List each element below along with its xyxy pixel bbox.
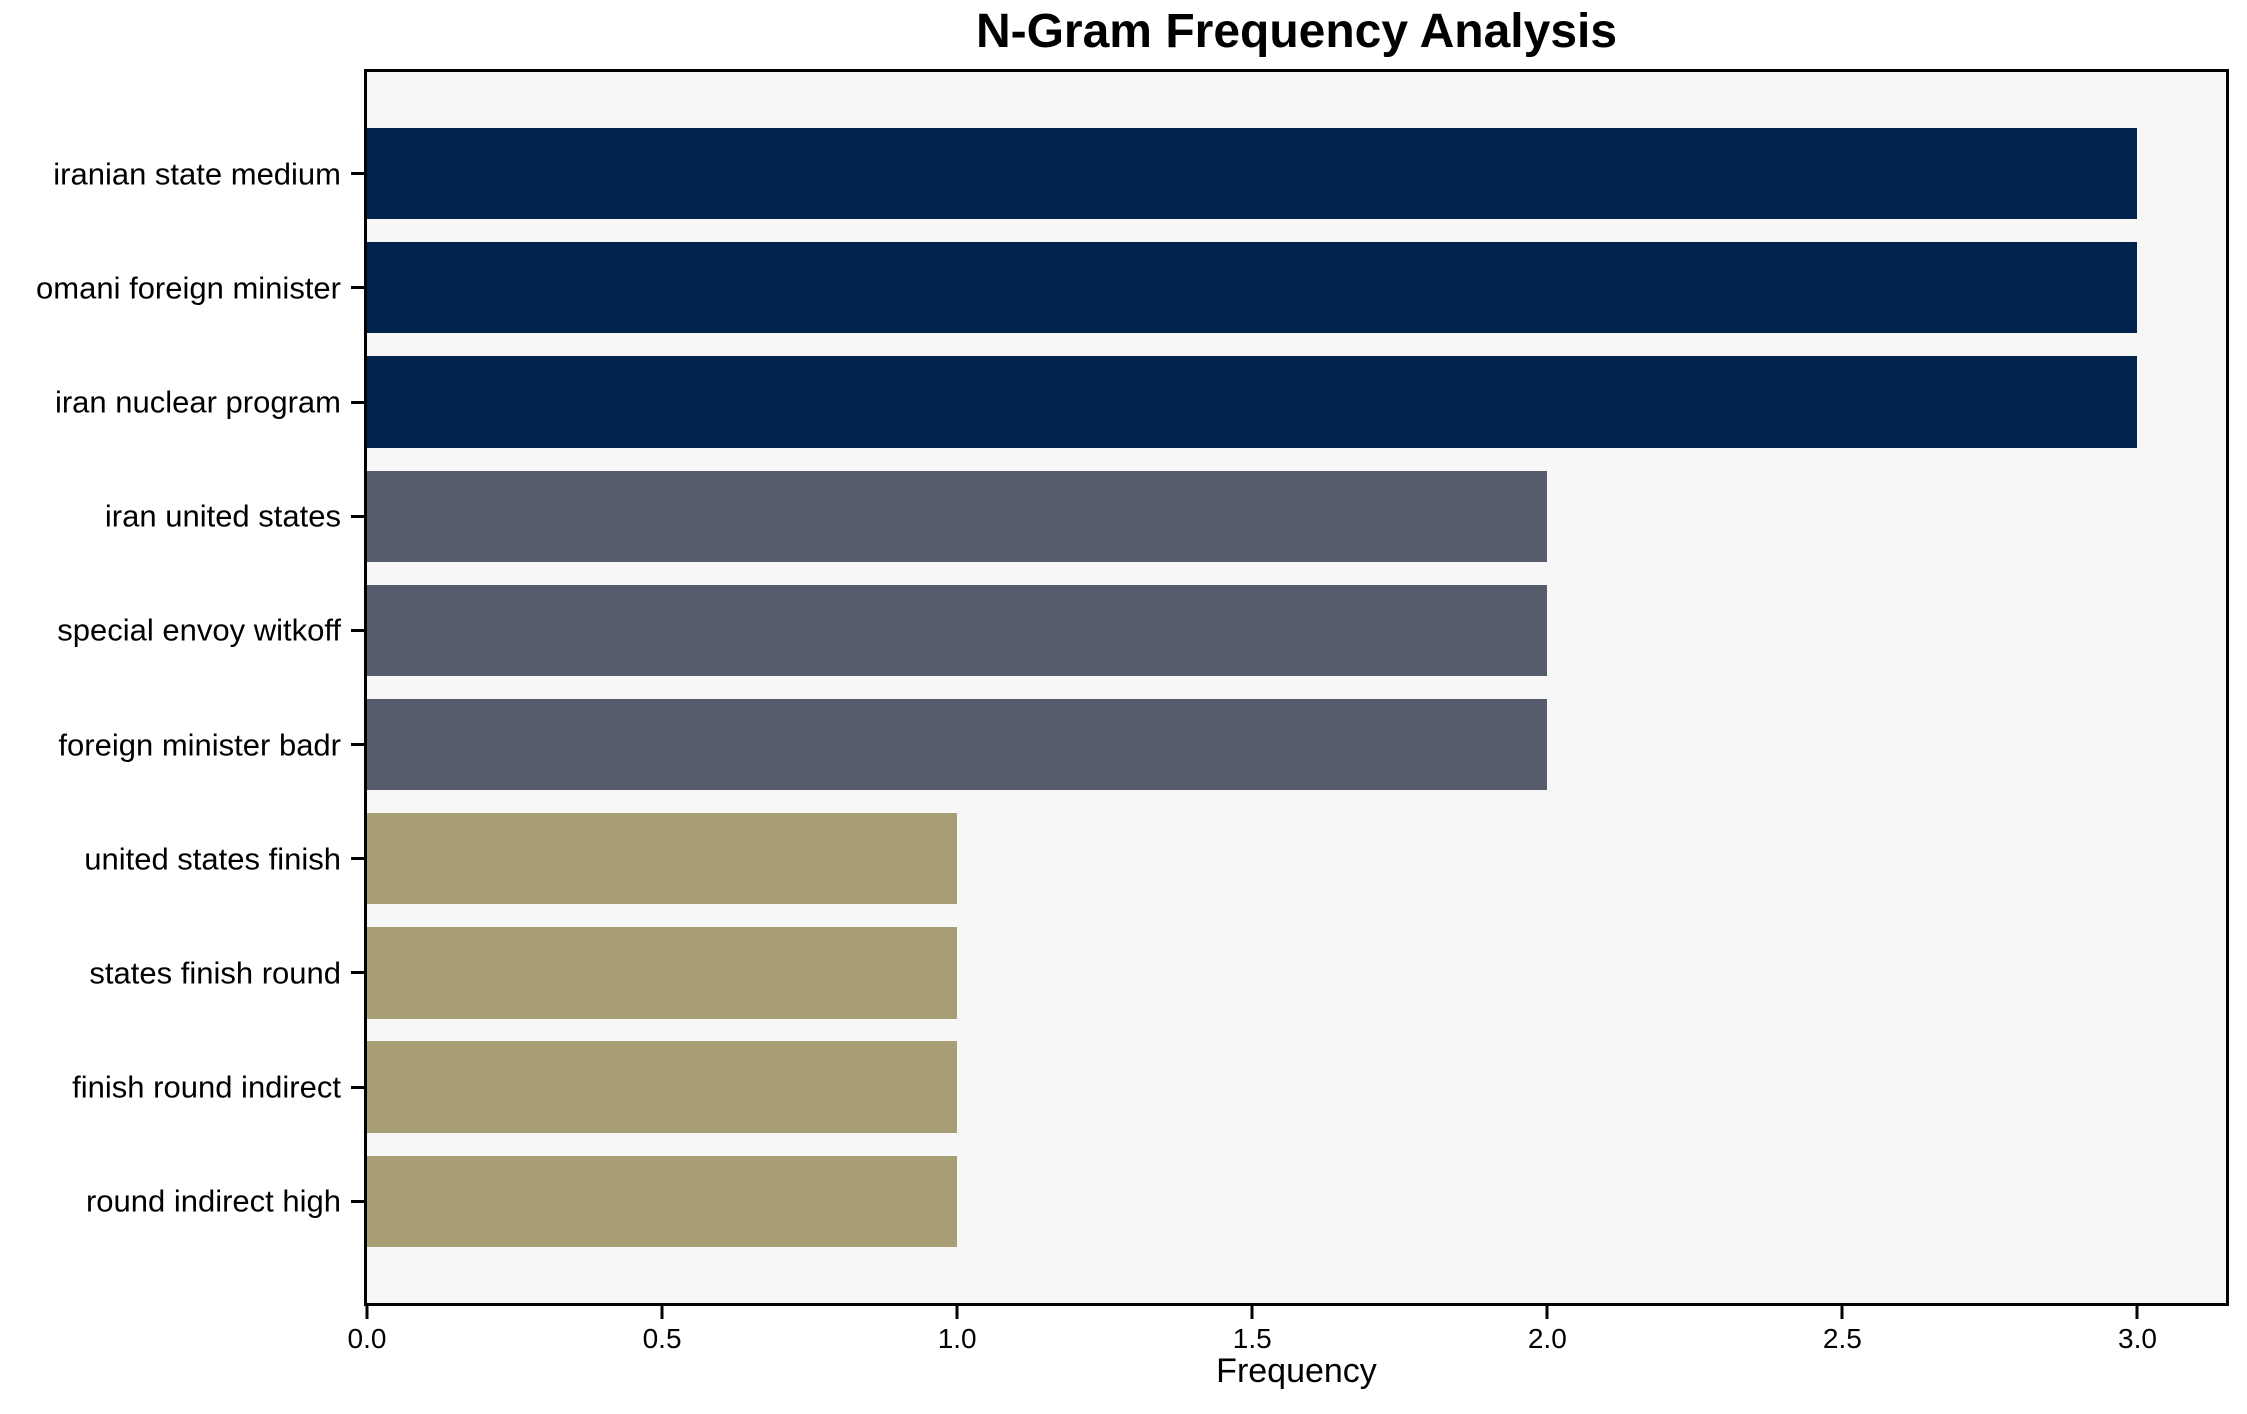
y-tick-label: united states finish — [84, 841, 341, 877]
y-tick-label: iran united states — [104, 498, 341, 534]
y-tick — [351, 1085, 364, 1089]
x-tick — [660, 1306, 664, 1319]
x-tick — [2135, 1306, 2139, 1319]
x-tick-label: 3.0 — [2118, 1323, 2157, 1354]
y-tick — [351, 514, 364, 518]
y-tick-label: finish round indirect — [72, 1069, 341, 1105]
chart-title: N-Gram Frequency Analysis — [975, 5, 1618, 58]
y-tick — [351, 172, 364, 176]
x-tick-label: 0.0 — [347, 1323, 387, 1354]
x-tick-label: 2.0 — [1527, 1323, 1567, 1354]
y-tick-label: special envoy witkoff — [57, 612, 341, 648]
bar — [367, 1155, 958, 1248]
x-axis-label: Frequency — [1216, 1352, 1377, 1390]
x-tick-label: 0.5 — [642, 1323, 682, 1354]
x-tick-label: 2.5 — [1822, 1323, 1862, 1354]
bar — [367, 813, 958, 905]
bar — [367, 470, 1548, 562]
x-tick-label: 1.0 — [937, 1323, 977, 1354]
x-tick — [1840, 1306, 1844, 1319]
y-tick — [351, 971, 364, 975]
y-tick — [351, 628, 364, 632]
bar — [367, 242, 2138, 334]
bar — [367, 356, 2138, 448]
y-tick — [351, 286, 364, 290]
x-tick — [1250, 1306, 1254, 1319]
bar — [367, 1041, 958, 1133]
x-tick — [365, 1306, 369, 1319]
plot-area: iranian state medium omani foreign minist… — [36, 69, 2229, 1353]
y-tick — [351, 743, 364, 747]
y-tick — [351, 857, 364, 861]
y-tick-label: iran nuclear program — [54, 384, 341, 420]
bar — [367, 927, 958, 1019]
bar — [367, 127, 2138, 220]
bar — [367, 584, 1548, 677]
y-tick-label: iranian state medium — [53, 156, 341, 192]
y-tick — [351, 1199, 364, 1203]
x-tick — [1545, 1306, 1549, 1319]
x-tick-label: 1.5 — [1232, 1323, 1272, 1354]
y-tick-label: omani foreign minister — [36, 270, 341, 306]
y-tick-label: foreign minister badr — [58, 727, 341, 763]
y-tick-label: round indirect high — [85, 1183, 341, 1219]
bar — [367, 698, 1548, 791]
x-tick — [955, 1306, 959, 1319]
y-tick-label: states finish round — [89, 955, 341, 991]
y-tick — [351, 400, 364, 404]
